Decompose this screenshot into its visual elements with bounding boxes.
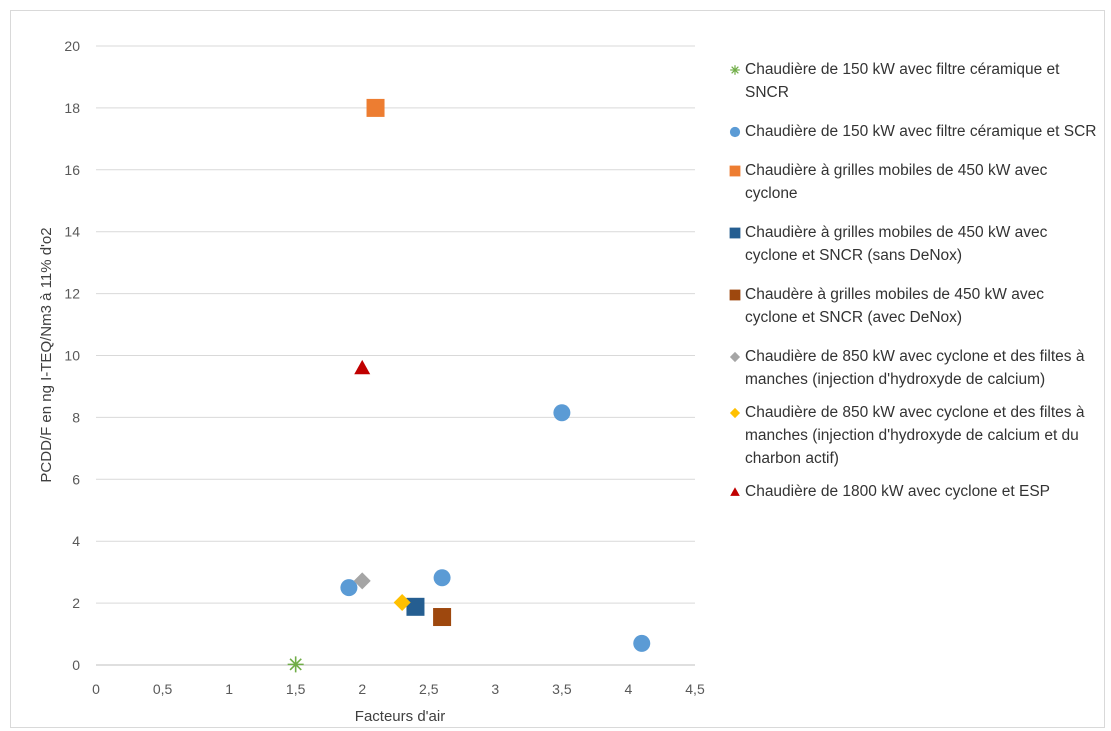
legend-marker-shape [730, 65, 740, 75]
y-tick-label: 6 [72, 471, 80, 487]
x-axis-title: Facteurs d'air [355, 708, 445, 725]
x-tick-label: 4 [625, 681, 633, 697]
gridlines [96, 45, 695, 666]
legend-marker-shape [729, 351, 741, 363]
legend-label: Chaudière à grilles mobiles de 450 kW av… [745, 224, 1048, 264]
legend-marker [730, 65, 740, 75]
legend: Chaudière de 150 kW avec filtre céramiqu… [728, 58, 1100, 513]
legend-marker [729, 165, 741, 177]
x-tick-label: 4,5 [685, 681, 705, 697]
y-tick-labels: 0 2 4 6 8 10 12 14 16 18 20 [64, 38, 80, 673]
x-tick-label: 2 [358, 681, 366, 697]
legend-label: Chaudière de 150 kW avec filtre céramiqu… [745, 61, 1060, 101]
data-point [354, 359, 371, 375]
data-point [366, 98, 385, 117]
data-point [406, 597, 425, 616]
x-tick-label: 0 [92, 681, 100, 697]
legend-marker-shape [729, 289, 741, 301]
data-point [340, 579, 358, 597]
data-point [393, 593, 411, 611]
legend-label: Chaudière de 1800 kW avec cyclone et ESP [745, 483, 1051, 500]
y-tick-label: 2 [72, 595, 80, 611]
legend-item: Chaudière de 150 kW avec filtre céramiqu… [728, 58, 1100, 104]
legend-marker [729, 351, 741, 363]
legend-item: Chaudère à grilles mobiles de 450 kW ave… [728, 283, 1100, 329]
legend-marker-shape [729, 407, 741, 419]
y-tick-label: 0 [72, 657, 80, 673]
data-point [633, 634, 651, 652]
data-point [433, 569, 451, 587]
y-axis-title: PCDD/F en ng I-TEQ/Nm3 à 11% d'o2 [38, 227, 55, 482]
legend-marker-shape [730, 487, 740, 496]
y-tick-label: 10 [64, 348, 80, 364]
x-tick-label: 3 [491, 681, 499, 697]
legend-marker [730, 487, 740, 496]
legend-label: Chaudière de 850 kW avec cyclone et des … [745, 404, 1085, 467]
data-point [553, 404, 571, 422]
chart-frame [10, 10, 1105, 728]
x-tick-label: 1,5 [286, 681, 306, 697]
data-points [287, 98, 651, 673]
data-point [353, 572, 371, 590]
y-tick-label: 20 [64, 38, 80, 54]
legend-label: Chaudère à grilles mobiles de 450 kW ave… [745, 286, 1044, 326]
legend-label: Chaudière à grilles mobiles de 450 kW av… [745, 162, 1048, 202]
y-tick-label: 8 [72, 409, 80, 425]
y-tick-label: 4 [72, 533, 80, 549]
legend-marker [729, 407, 741, 419]
legend-marker [729, 126, 741, 138]
legend-marker-shape [729, 165, 741, 177]
legend-marker [729, 227, 741, 239]
legend-item: Chaudière à grilles mobiles de 450 kW av… [728, 159, 1100, 205]
legend-item: Chaudière de 850 kW avec cyclone et des … [728, 401, 1100, 470]
legend-item: Chaudière de 150 kW avec filtre céramiqu… [728, 120, 1100, 143]
legend-item: Chaudière de 1800 kW avec cyclone et ESP [728, 480, 1100, 503]
legend-item: Chaudière à grilles mobiles de 450 kW av… [728, 221, 1100, 267]
legend-label: Chaudière de 850 kW avec cyclone et des … [745, 348, 1085, 388]
x-tick-label: 3,5 [552, 681, 572, 697]
legend-label: Chaudière de 150 kW avec filtre céramiqu… [745, 123, 1097, 140]
data-point [433, 608, 452, 627]
x-tick-label: 1 [225, 681, 233, 697]
y-tick-label: 16 [64, 162, 80, 178]
legend-item: Chaudière de 850 kW avec cyclone et des … [728, 345, 1100, 391]
legend-marker-shape [729, 126, 741, 138]
y-tick-label: 12 [64, 286, 80, 302]
y-tick-label: 18 [64, 100, 80, 116]
data-point [287, 656, 304, 673]
x-tick-labels: 0 0,5 1 1,5 2 2,5 3 3,5 4 4,5 [92, 681, 705, 697]
x-tick-label: 0,5 [153, 681, 173, 697]
x-tick-label: 2,5 [419, 681, 439, 697]
legend-marker [729, 289, 741, 301]
y-tick-label: 14 [64, 224, 80, 240]
legend-marker-shape [729, 227, 741, 239]
